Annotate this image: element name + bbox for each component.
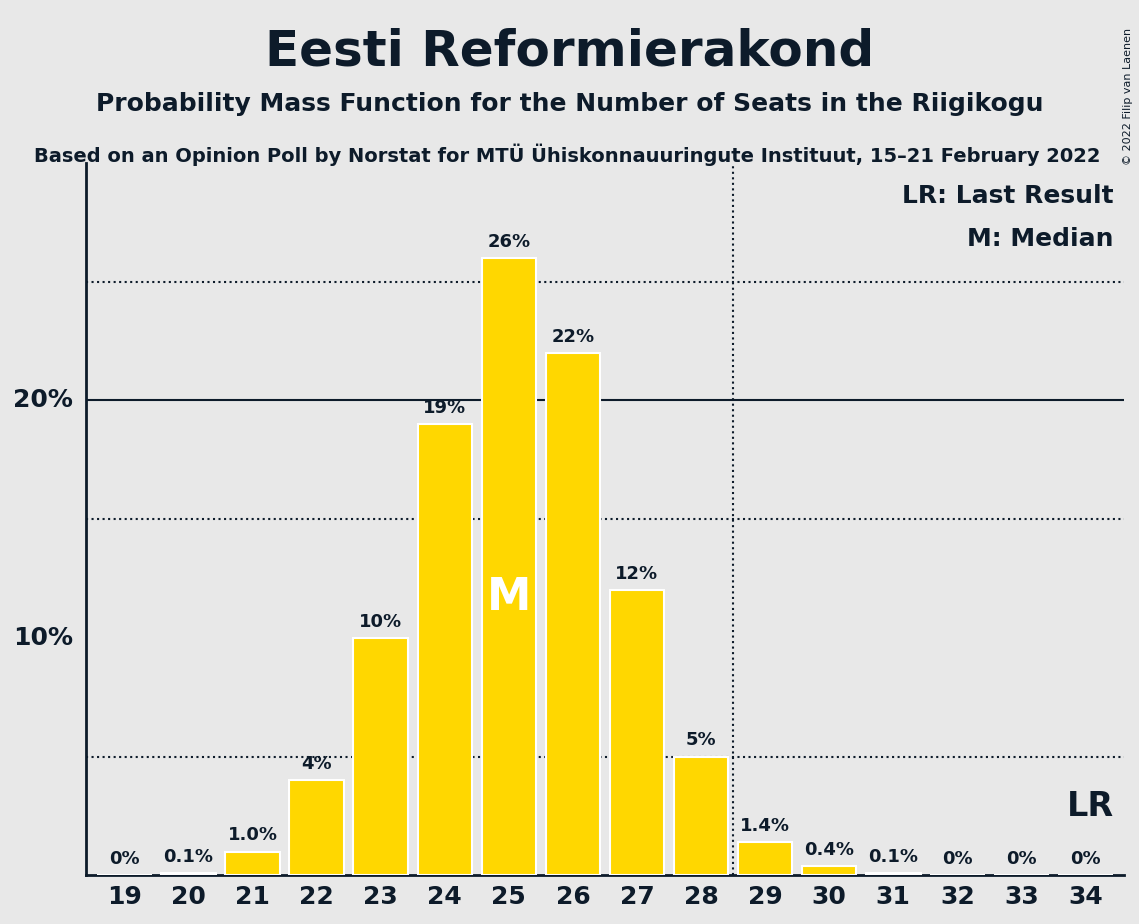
- Bar: [226, 852, 280, 875]
- Bar: [353, 638, 408, 875]
- Text: 0.4%: 0.4%: [804, 841, 854, 858]
- Bar: [866, 873, 920, 875]
- Bar: [289, 780, 344, 875]
- Text: © 2022 Filip van Laenen: © 2022 Filip van Laenen: [1123, 28, 1133, 164]
- Text: 22%: 22%: [551, 328, 595, 346]
- Bar: [738, 842, 793, 875]
- Text: 0.1%: 0.1%: [868, 848, 918, 866]
- Text: Based on an Opinion Poll by Norstat for MTÜ Ühiskonnauuringute Instituut, 15–21 : Based on an Opinion Poll by Norstat for …: [34, 143, 1100, 165]
- Bar: [162, 873, 215, 875]
- Text: 0%: 0%: [1071, 850, 1101, 869]
- Text: 0%: 0%: [942, 850, 973, 869]
- Text: 10%: 10%: [13, 626, 73, 650]
- Text: 0.1%: 0.1%: [163, 848, 213, 866]
- Text: 20%: 20%: [14, 388, 73, 412]
- Text: LR: Last Result: LR: Last Result: [902, 184, 1114, 208]
- Text: 19%: 19%: [424, 399, 466, 417]
- Text: 0%: 0%: [1006, 850, 1036, 869]
- Bar: [546, 353, 600, 875]
- Text: 10%: 10%: [359, 613, 402, 631]
- Text: 12%: 12%: [615, 565, 658, 583]
- Bar: [609, 590, 664, 875]
- Text: 1.0%: 1.0%: [228, 826, 278, 845]
- Text: Eesti Reformierakond: Eesti Reformierakond: [265, 28, 874, 76]
- Bar: [802, 866, 857, 875]
- Text: 26%: 26%: [487, 233, 531, 250]
- Text: LR: LR: [1066, 790, 1114, 822]
- Text: Probability Mass Function for the Number of Seats in the Riigikogu: Probability Mass Function for the Number…: [96, 92, 1043, 116]
- Bar: [482, 258, 536, 875]
- Bar: [674, 757, 728, 875]
- Text: 0%: 0%: [109, 850, 140, 869]
- Text: 5%: 5%: [686, 732, 716, 749]
- Text: 4%: 4%: [302, 755, 331, 773]
- Text: 1.4%: 1.4%: [740, 817, 790, 835]
- Text: M: M: [486, 576, 531, 619]
- Text: M: Median: M: Median: [967, 227, 1114, 251]
- Bar: [418, 424, 472, 875]
